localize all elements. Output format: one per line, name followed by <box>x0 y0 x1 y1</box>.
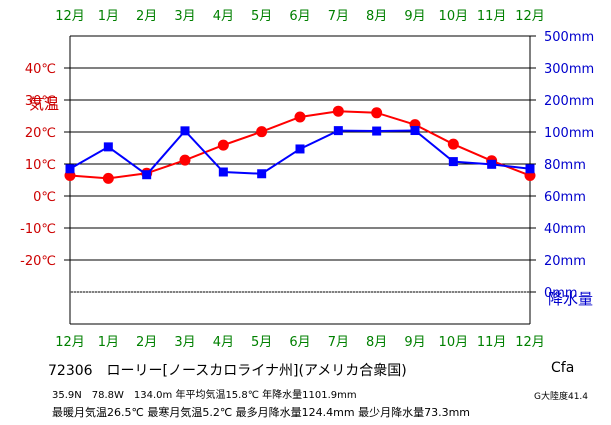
precipitation-point <box>257 169 267 179</box>
temp-tick-label: 40℃ <box>25 62 56 77</box>
month-label-top: 12月 <box>55 9 85 24</box>
temperature-point <box>179 154 191 166</box>
precipitation-point <box>103 142 113 152</box>
month-label-top: 6月 <box>289 9 310 24</box>
precipitation-point <box>487 159 497 169</box>
station-stats-2: 最暖月気温26.5℃ 最寒月気温5.2℃ 最多月降水量124.4mm 最少月降水… <box>52 406 471 419</box>
month-label-bottom: 1月 <box>98 335 119 350</box>
temp-tick-label: -10℃ <box>20 222 56 237</box>
precip-axis-title: 降水量 <box>548 290 593 308</box>
temperature-point <box>294 111 306 123</box>
precipitation-point <box>333 126 343 136</box>
month-label-bottom: 6月 <box>289 335 310 350</box>
month-label-bottom: 12月 <box>515 335 545 350</box>
month-label-top: 3月 <box>174 9 195 24</box>
month-label-top: 1月 <box>98 9 119 24</box>
precip-tick-label: 300mm <box>544 62 594 77</box>
month-label-bottom: 12月 <box>55 335 85 350</box>
precip-tick-label: 40mm <box>544 222 586 237</box>
precip-tick-label: 500mm <box>544 30 594 45</box>
precipitation-point <box>65 164 75 174</box>
month-label-bottom: 3月 <box>174 335 195 350</box>
month-label-bottom: 10月 <box>439 335 469 350</box>
climate-code: Cfa <box>551 360 575 376</box>
precip-tick-label: 100mm <box>544 126 594 141</box>
temp-tick-label: 10℃ <box>25 158 56 173</box>
precipitation-point <box>410 126 420 136</box>
temp-tick-label: 0℃ <box>33 190 56 205</box>
station-stats-1: 35.9N 78.8W 134.0m 年平均気温15.8℃ 年降水量1101.9… <box>52 390 357 401</box>
month-label-bottom: 11月 <box>477 335 507 350</box>
month-label-top: 8月 <box>366 9 387 24</box>
month-label-top: 10月 <box>439 9 469 24</box>
temp-tick-label: 30℃ <box>25 94 56 109</box>
precipitation-point <box>372 126 382 136</box>
precipitation-point <box>142 170 152 180</box>
month-label-top: 5月 <box>251 9 272 24</box>
month-label-bottom: 5月 <box>251 335 272 350</box>
temperature-point <box>447 138 459 150</box>
precip-tick-label: 0mm <box>544 286 578 301</box>
month-label-bottom: 8月 <box>366 335 387 350</box>
month-label-bottom: 7月 <box>328 335 349 350</box>
temp-tick-label: -20℃ <box>20 254 56 269</box>
temperature-point <box>371 107 383 119</box>
temperature-point <box>217 139 229 151</box>
precip-tick-label: 20mm <box>544 254 586 269</box>
month-label-top: 4月 <box>213 9 234 24</box>
month-label-bottom: 4月 <box>213 335 234 350</box>
continentality-index: G大陸度41.4 <box>534 392 589 402</box>
precip-tick-label: 60mm <box>544 190 586 205</box>
month-label-top: 12月 <box>515 9 545 24</box>
month-label-top: 9月 <box>404 9 425 24</box>
month-label-top: 11月 <box>477 9 507 24</box>
month-label-bottom: 9月 <box>404 335 425 350</box>
temp-axis-title: 気温 <box>29 95 59 113</box>
temperature-point <box>332 105 344 117</box>
month-label-bottom: 2月 <box>136 335 157 350</box>
precipitation-point <box>448 157 458 167</box>
temperature-point <box>256 126 268 138</box>
station-title: 72306 ローリー[ノースカロライナ州](アメリカ合衆国) <box>48 363 407 379</box>
temp-tick-label: 20℃ <box>25 126 56 141</box>
precipitation-point <box>295 144 305 154</box>
precipitation-point <box>180 126 190 136</box>
precipitation-point <box>525 164 535 174</box>
temperature-point <box>102 172 114 184</box>
precip-tick-label: 200mm <box>544 94 594 109</box>
precip-tick-label: 80mm <box>544 158 586 173</box>
month-label-top: 2月 <box>136 9 157 24</box>
month-label-top: 7月 <box>328 9 349 24</box>
precipitation-point <box>218 167 228 177</box>
